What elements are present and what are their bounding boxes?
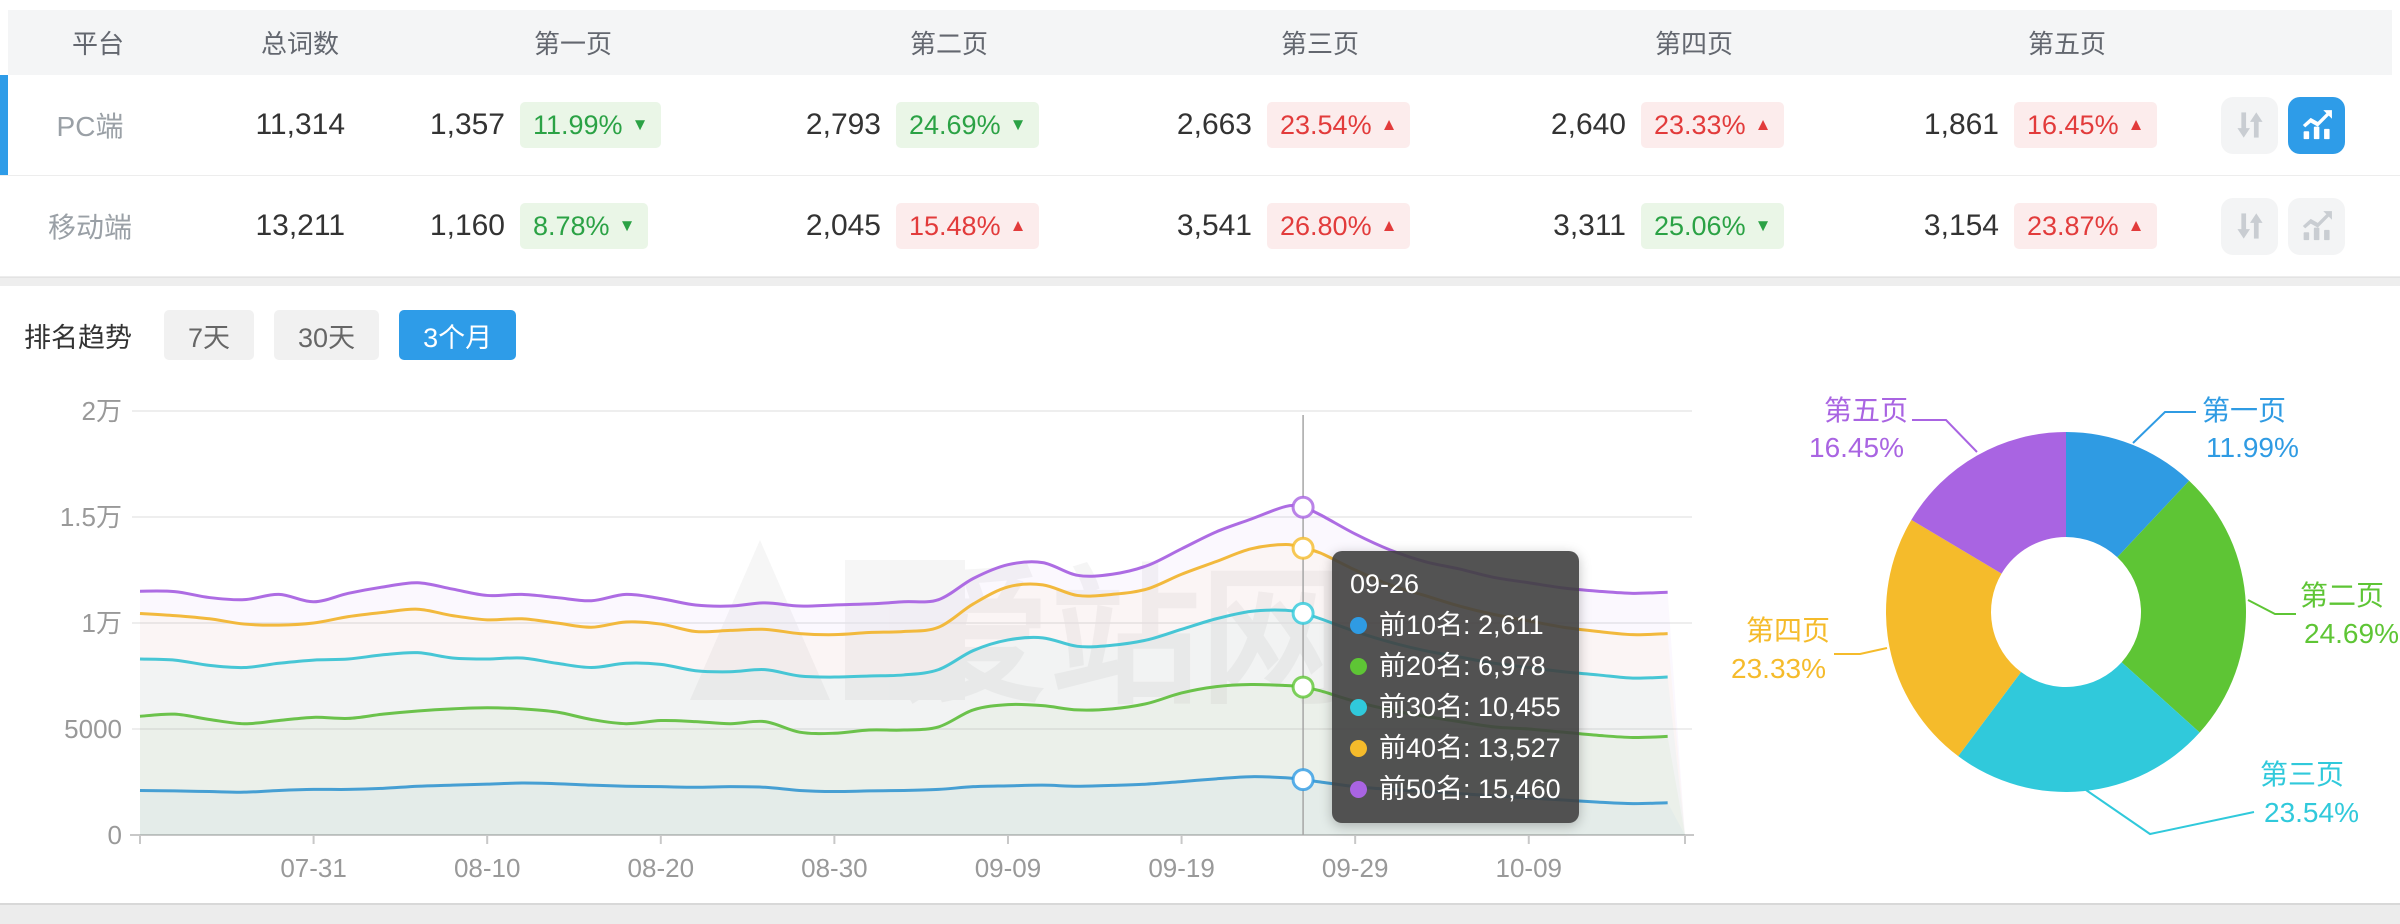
trend-arrow-icon: ▲ [1009,216,1027,235]
section-divider [0,277,2400,286]
table-row-pc[interactable]: PC端 11,314 1,357 11.99% ▼ 2,793 24.69% ▼ 2… [0,75,2400,176]
up-down-arrows-icon [2236,213,2263,239]
chart-tooltip: 09-26 前10名: 2,611 前20名: 6,978 前30名: 10,4… [1332,551,1579,823]
series-dot-top50 [1350,781,1367,798]
page3-change-badge: 26.80% ▲ [1267,203,1411,249]
page2-change-badge: 24.69% ▼ [896,102,1040,148]
total-words: 11,314 [255,108,345,141]
trend-arrow-icon: ▲ [2127,216,2145,235]
page4-count: 2,640 [1550,108,1626,141]
trend-chart-toggle-button[interactable] [2288,96,2345,154]
header-page-3: 第三页 [1280,29,1359,59]
page1-count: 1,357 [429,108,505,141]
trend-arrow-icon: ▼ [1754,216,1772,235]
header-page-2: 第二页 [909,29,988,59]
page1-change-badge: 8.78% ▼ [520,203,649,249]
trend-chart-icon [2302,211,2332,241]
platform-name: 移动端 [47,212,132,243]
series-dot-top10 [1350,617,1367,634]
page1-change-badge: 11.99% ▼ [520,102,662,148]
page5-count: 1,861 [1923,108,1999,141]
page4-change-badge: 23.33% ▲ [1641,102,1785,148]
page3-count: 3,541 [1176,209,1252,242]
up-down-arrows-icon [2236,112,2263,138]
keyword-rank-table: 平台 总词数 第一页 第二页 第三页 第四页 第五页 PC端 11,314 1,… [0,0,2400,277]
sort-compare-button[interactable] [2221,96,2278,154]
row-actions [2119,96,2400,154]
header-page-5: 第五页 [2027,29,2106,59]
trend-arrow-icon: ▲ [2127,115,2145,134]
trend-chart-toggle-button[interactable] [2288,197,2345,255]
page4-change-badge: 25.06% ▼ [1641,203,1785,249]
page4-count: 3,311 [1553,209,1626,242]
page5-change-badge: 23.87% ▲ [2014,203,2158,249]
header-total-words: 总词数 [260,29,339,59]
page2-count: 2,045 [805,209,881,242]
platform-name: PC端 [56,111,124,142]
page5-count: 3,154 [1923,209,1999,242]
sort-compare-button[interactable] [2221,197,2278,255]
trend-arrow-icon: ▲ [1380,115,1398,134]
tooltip-row: 前50名: 15,460 [1350,769,1561,810]
page1-count: 1,160 [429,209,505,242]
trend-arrow-icon: ▲ [1380,216,1398,235]
page2-change-badge: 15.48% ▲ [896,203,1040,249]
trend-arrow-icon: ▼ [1009,115,1027,134]
trend-arrow-icon: ▲ [1754,115,1772,134]
table-header-row: 平台 总词数 第一页 第二页 第三页 第四页 第五页 [8,10,2392,75]
tooltip-row: 前20名: 6,978 [1350,646,1561,687]
page3-change-badge: 23.54% ▲ [1267,102,1411,148]
page2-count: 2,793 [805,108,881,141]
series-dot-top30 [1350,699,1367,716]
row-actions [2119,197,2400,255]
tooltip-row: 前10名: 2,611 [1350,605,1561,646]
table-row-mobile[interactable]: 移动端 13,211 1,160 8.78% ▼ 2,045 15.48% ▲ 3,… [0,176,2400,277]
tooltip-row: 前30名: 10,455 [1350,687,1561,728]
trend-chart-icon [2302,110,2332,140]
series-dot-top20 [1350,658,1367,675]
trend-arrow-icon: ▼ [631,115,649,134]
header-page-4: 第四页 [1654,29,1733,59]
tooltip-date: 09-26 [1350,569,1420,599]
page3-count: 2,663 [1176,108,1252,141]
range-30d-button[interactable]: 30天 [274,310,380,360]
tooltip-row: 前40名: 13,527 [1350,728,1561,769]
header-platform: 平台 [71,29,124,59]
trend-header: 排名趋势 7天 30天 3个月 [0,286,2400,360]
range-7d-button[interactable]: 7天 [164,310,255,360]
trend-section-title: 排名趋势 [24,322,132,353]
header-page-1: 第一页 [533,29,612,59]
series-dot-top40 [1350,740,1367,757]
range-3m-button[interactable]: 3个月 [399,310,517,360]
total-words: 13,211 [255,209,345,242]
page5-change-badge: 16.45% ▲ [2014,102,2158,148]
rank-trend-section: 排名趋势 7天 30天 3个月 [0,286,2400,905]
trend-arrow-icon: ▼ [618,216,636,235]
